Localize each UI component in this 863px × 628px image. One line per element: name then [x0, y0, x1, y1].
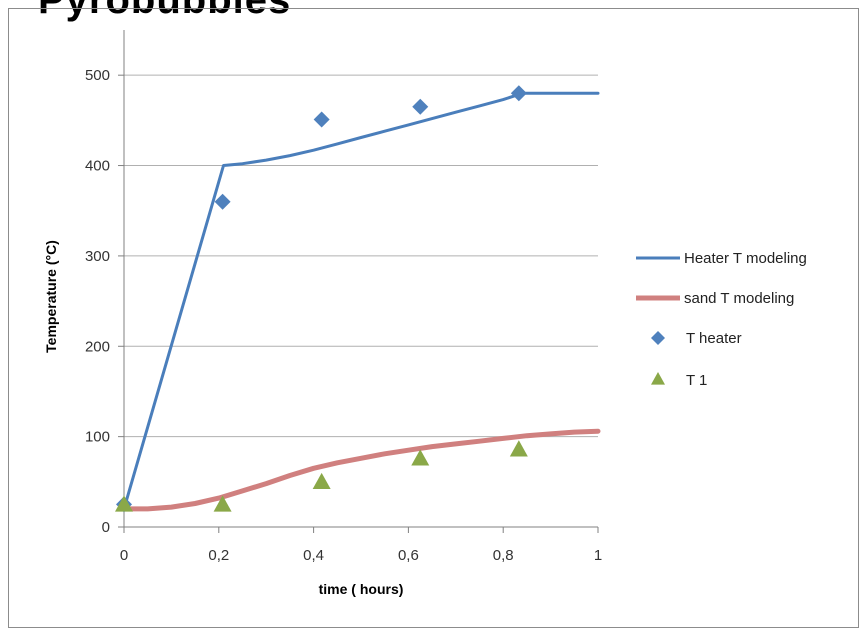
x-tick-label: 0,4	[303, 547, 324, 564]
series-line-heater-t-modeling	[122, 91, 600, 511]
data-point-t-heater	[214, 193, 231, 210]
legend-label: Heater T modeling	[684, 250, 807, 267]
legend-label: T heater	[686, 330, 742, 347]
data-point-t1	[509, 440, 528, 457]
y-axis-title: Temperature (°C)	[43, 240, 59, 353]
y-tick-label: 500	[85, 67, 110, 84]
y-tick-label: 0	[102, 519, 110, 536]
axes: 0 100 200 300 400 500 0 0,2 0,4 0,6 0,8 1	[85, 30, 602, 564]
x-tick-label: 0,2	[208, 547, 229, 564]
data-point-t-heater	[313, 111, 330, 128]
x-axis-title: time ( hours)	[319, 581, 404, 597]
data-point-t1	[213, 495, 232, 512]
y-tick-label: 100	[85, 429, 110, 446]
legend-label: T 1	[686, 372, 707, 389]
y-tick-label: 400	[85, 158, 110, 175]
data-point-t1	[312, 472, 331, 490]
data-point-t1	[115, 495, 133, 512]
series	[115, 85, 601, 513]
x-tick-label: 0,6	[398, 547, 419, 564]
y-tick-label: 300	[85, 248, 110, 265]
page-title: Pyrobubbles	[38, 0, 292, 22]
legend: Heater T modeling sand T modeling T heater…	[636, 250, 807, 389]
gridlines	[124, 74, 598, 438]
y-tick-label: 200	[85, 338, 110, 355]
legend-label: sand T modeling	[684, 290, 794, 307]
data-point-t-heater	[412, 98, 429, 115]
x-tick-label: 0,8	[493, 547, 514, 564]
x-tick-label: 0	[120, 547, 128, 564]
legend-swatch-triangle	[651, 372, 665, 385]
x-tick-label: 1	[594, 547, 602, 564]
legend-swatch-diamond	[651, 331, 665, 345]
series-line-sand-t-modeling	[121, 428, 601, 512]
data-point-t1	[411, 449, 430, 466]
data-point-t-heater	[510, 85, 527, 102]
